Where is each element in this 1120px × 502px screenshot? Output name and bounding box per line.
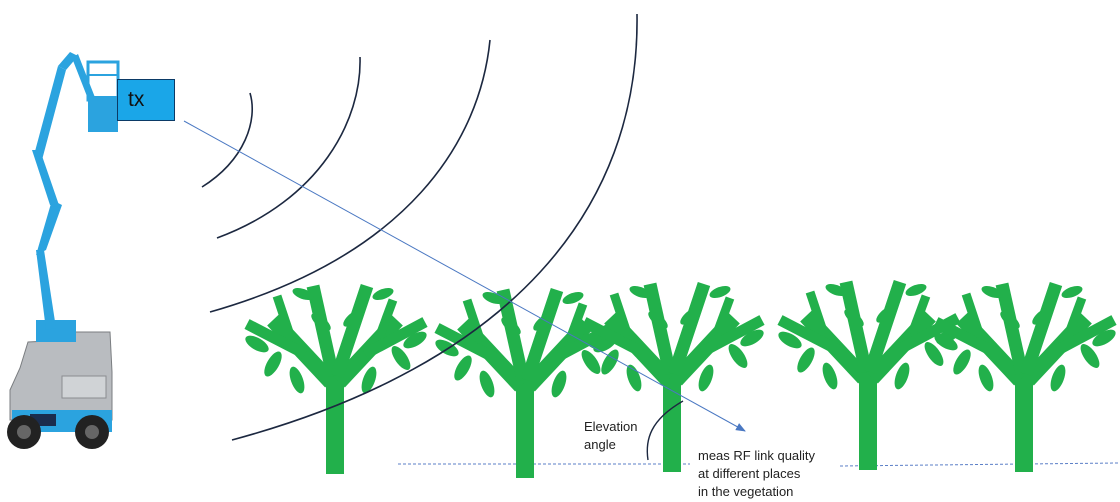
elevation-label-line1: Elevation bbox=[584, 419, 638, 434]
signal-ray-arrow bbox=[183, 120, 746, 432]
wavefront-arc bbox=[216, 56, 361, 239]
elevation-angle-label: Elevation angle bbox=[584, 418, 637, 454]
measurement-note-line1: meas RF link quality bbox=[698, 448, 816, 463]
wavefront-arc bbox=[231, 13, 638, 441]
measurement-note-line2: at different places bbox=[698, 466, 801, 481]
transmitter-label: tx bbox=[128, 88, 145, 111]
wavefront-arc bbox=[209, 39, 491, 313]
transmitter-box: tx bbox=[117, 79, 175, 121]
measurement-note-line3: in the vegetation bbox=[698, 484, 794, 499]
tree-icon bbox=[776, 282, 963, 470]
ground-line-right bbox=[839, 462, 1119, 467]
boom-lift-icon bbox=[7, 52, 120, 449]
tree-icon bbox=[243, 286, 430, 474]
tree-icon bbox=[932, 284, 1119, 472]
wavefront-arc bbox=[201, 92, 254, 188]
elevation-label-line2: angle bbox=[584, 437, 616, 452]
elevation-angle-arc bbox=[646, 400, 684, 461]
measurement-note: meas RF link quality at different places… bbox=[698, 447, 815, 501]
